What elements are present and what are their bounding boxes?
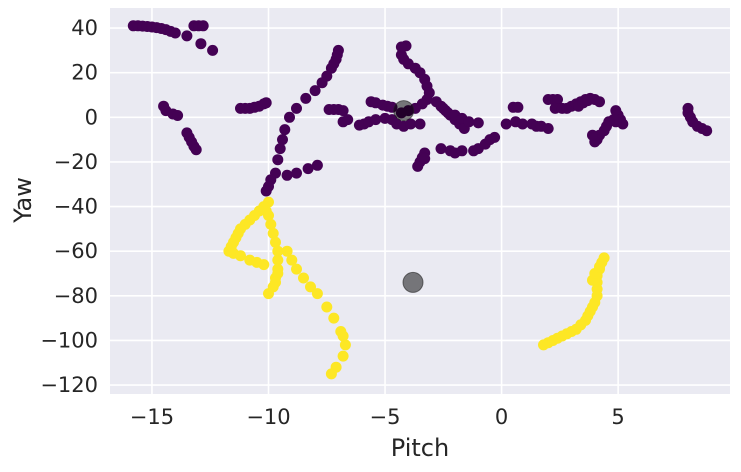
scatter-point	[291, 102, 302, 114]
scatter-point	[309, 85, 321, 97]
x-tick-label: −5	[370, 405, 401, 429]
grid-lines	[110, 8, 730, 394]
scatter-point	[337, 105, 349, 117]
scatter-point	[337, 330, 349, 342]
scatter-point	[274, 143, 286, 155]
scatter-point	[414, 118, 426, 130]
scatter-point	[235, 250, 246, 262]
y-tick-label: −100	[40, 328, 98, 352]
scatter-point	[270, 236, 281, 248]
data-points	[127, 20, 713, 380]
scatter-point	[305, 281, 316, 293]
scatter-point	[412, 160, 424, 172]
y-tick-label: −60	[54, 239, 98, 263]
scatter-point	[197, 20, 209, 32]
scatter-point	[207, 44, 219, 56]
scatter-point	[298, 272, 309, 284]
scatter-point	[594, 261, 605, 273]
y-tick-label: −80	[54, 284, 98, 308]
x-tick-label: −10	[246, 405, 290, 429]
scatter-point	[342, 114, 354, 126]
y-tick-label: −40	[54, 195, 98, 219]
scatter-point	[265, 218, 277, 230]
scatter-point	[337, 350, 349, 362]
scatter-point	[393, 100, 415, 122]
scatter-point	[489, 131, 501, 143]
scatter-point	[328, 312, 340, 324]
y-tick-label: 20	[71, 61, 98, 85]
scatter-point	[512, 101, 524, 113]
scatter-point	[284, 111, 295, 123]
scatter-point	[517, 118, 529, 130]
scatter-point	[260, 97, 272, 109]
scatter-point	[402, 271, 424, 293]
scatter-point	[260, 185, 272, 197]
scatter-point	[291, 263, 302, 275]
scatter-point	[472, 117, 484, 129]
scatter-point	[172, 110, 184, 121]
scatter-point	[263, 288, 274, 300]
scatter-point	[435, 143, 447, 155]
scatter-point	[456, 145, 468, 157]
y-tick-label: 0	[85, 105, 98, 129]
scatter-point	[302, 163, 314, 175]
scatter-point	[190, 144, 202, 156]
scatter-point	[311, 288, 323, 300]
scatter-point	[316, 77, 328, 89]
scatter-point	[169, 27, 181, 39]
tick-labels: −15 −10 −5 0 5 40 20 0 −20 −40 −60 −80 −100 −120	[40, 16, 624, 429]
scatter-point	[277, 134, 288, 146]
scatter-point	[300, 92, 312, 104]
scatter-point	[325, 368, 337, 380]
x-tick-label: −15	[130, 405, 174, 429]
x-tick-label: 0	[495, 405, 508, 429]
scatter-point	[463, 116, 475, 128]
scatter-point	[701, 125, 713, 137]
scatter-point	[500, 118, 512, 130]
scatter-point	[272, 245, 284, 257]
scatter-point	[279, 124, 291, 136]
scatter-point	[395, 41, 407, 53]
scatter-point	[291, 167, 302, 179]
scatter-point	[552, 94, 563, 105]
scatter-point	[181, 30, 193, 42]
scatter-point	[272, 154, 284, 166]
y-axis-label: Yaw	[9, 177, 37, 224]
y-tick-label: 40	[71, 16, 98, 40]
x-tick-label: 5	[611, 405, 624, 429]
scatter-point	[598, 252, 610, 264]
scatter-point	[267, 227, 279, 239]
scatter-point	[339, 339, 351, 351]
scatter-point	[321, 301, 333, 313]
x-axis-label: Pitch	[391, 434, 449, 462]
scatter-point	[311, 159, 323, 171]
scatter-point	[405, 118, 417, 130]
scatter-point	[258, 259, 270, 271]
scatter-point	[594, 96, 605, 108]
scatter-point	[587, 129, 598, 141]
scatter-point	[582, 95, 594, 107]
scatter-point	[286, 254, 298, 266]
scatter-point	[272, 254, 284, 266]
scatter-point	[370, 114, 382, 126]
y-tick-label: −20	[54, 150, 98, 174]
scatter-point	[270, 276, 281, 288]
scatter-point	[281, 245, 293, 257]
scatter-point	[263, 210, 274, 221]
scatter-point	[272, 268, 284, 279]
y-tick-label: −120	[40, 373, 98, 397]
scatter-point	[281, 169, 293, 181]
scatter-point	[419, 153, 431, 165]
scatter-point	[195, 38, 207, 50]
scatter-point	[542, 123, 554, 134]
